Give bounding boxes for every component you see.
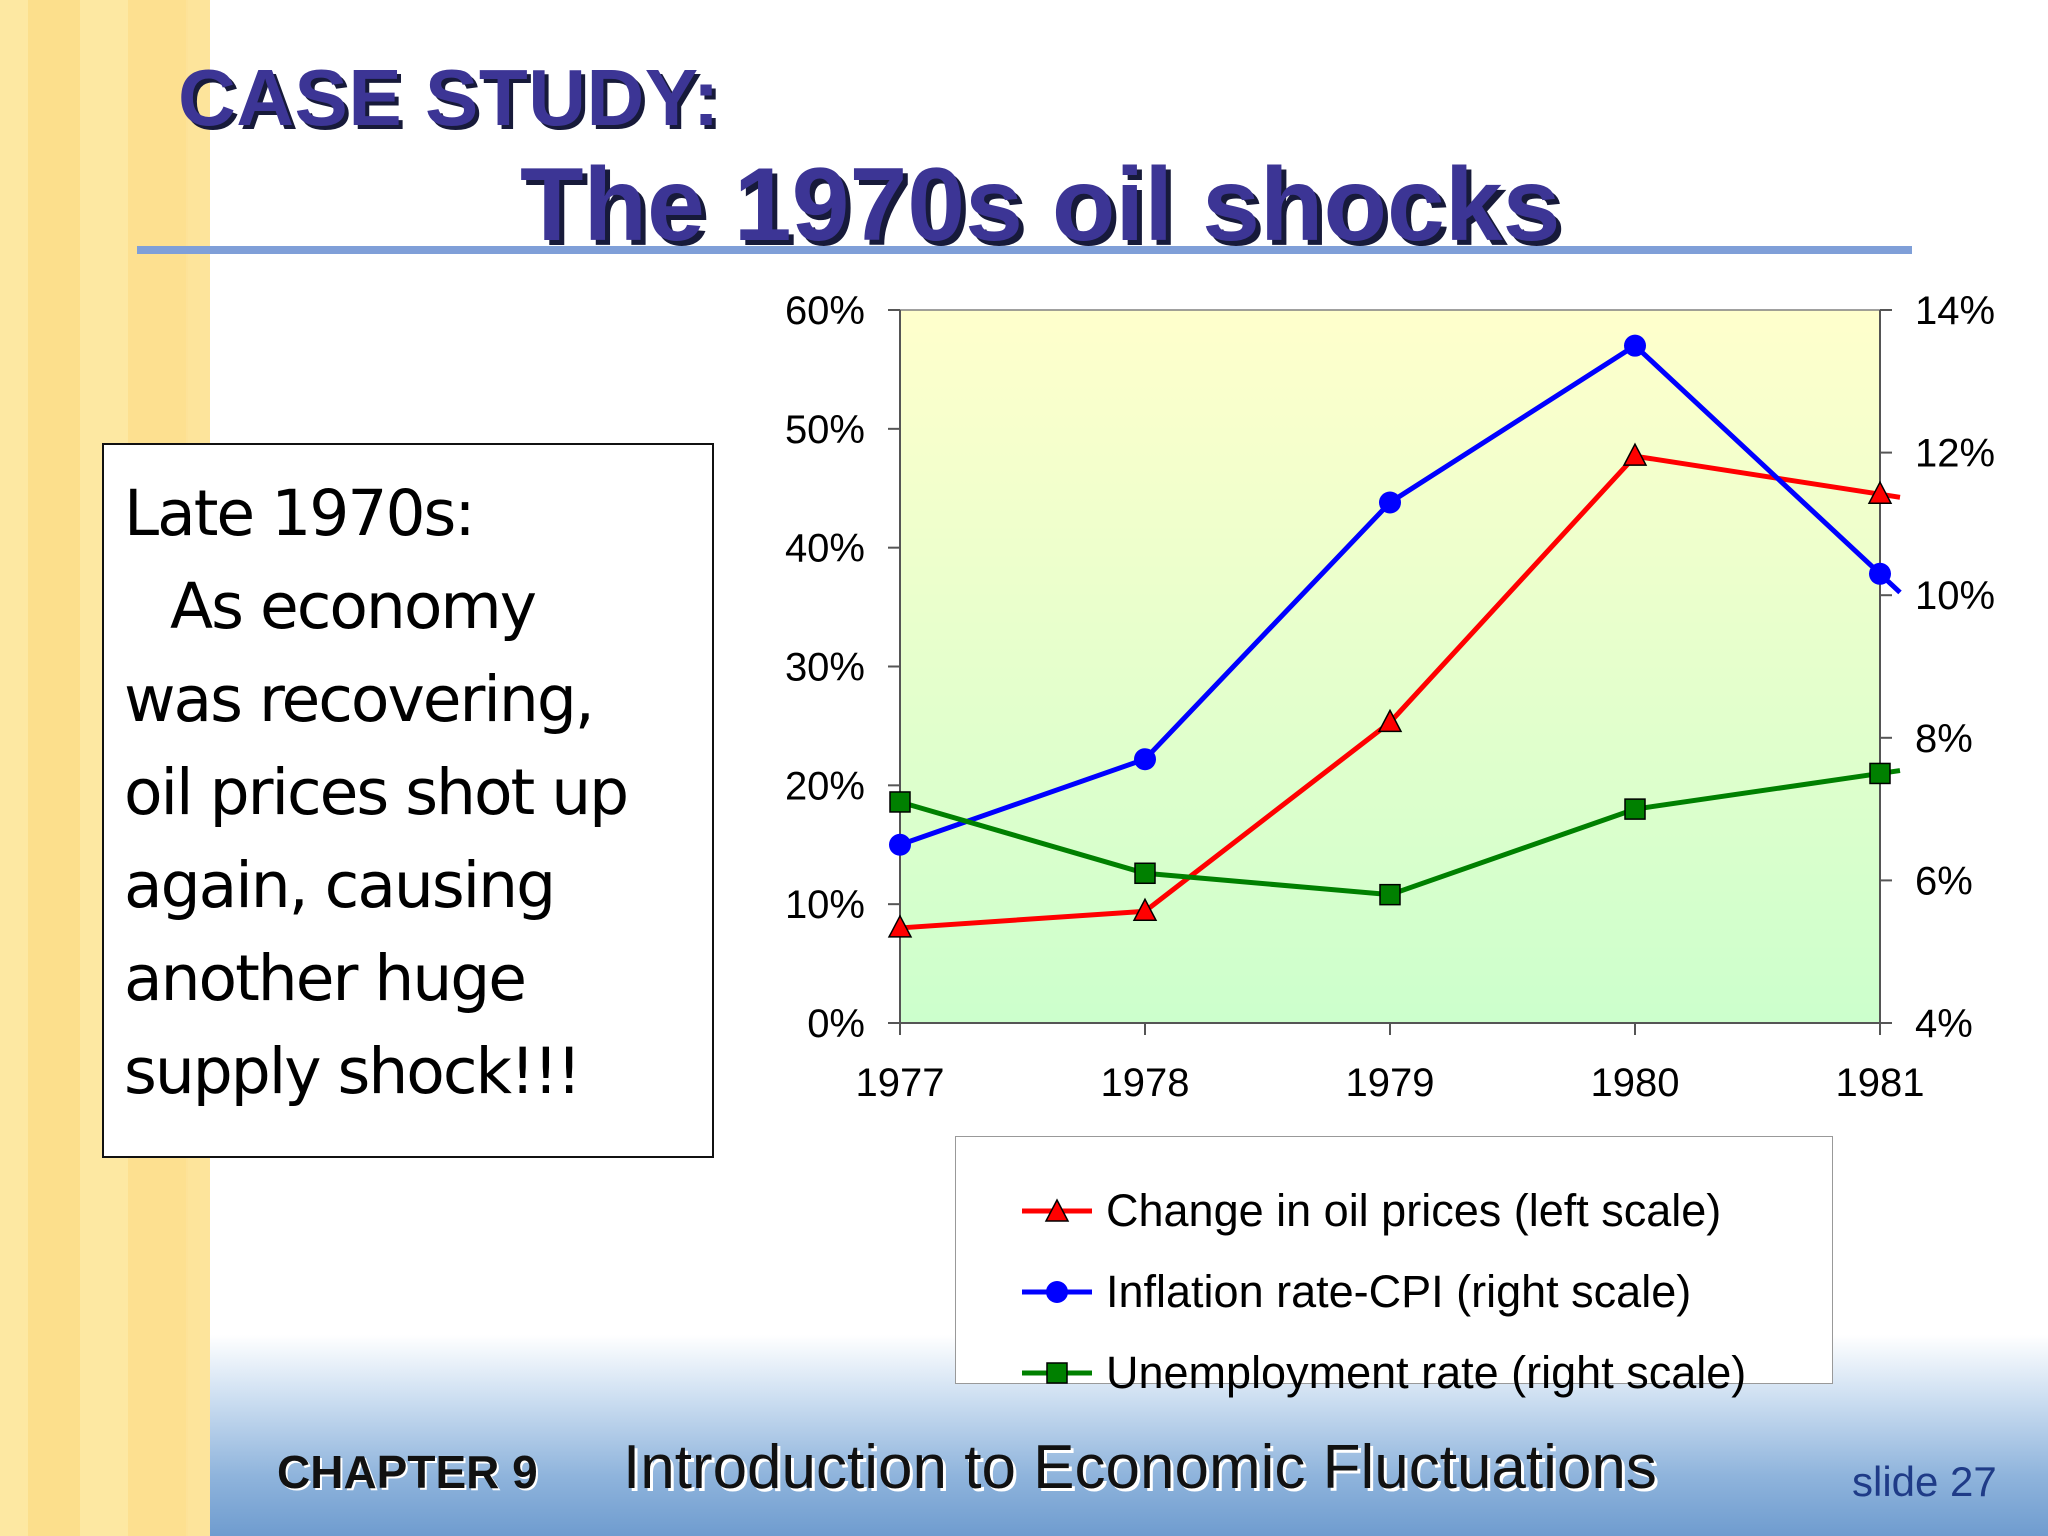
data-point-triangle <box>1867 480 1893 504</box>
chart-legend: Change in oil prices (left scale) Inflat… <box>955 1136 1833 1398</box>
data-point-circle <box>1134 748 1156 771</box>
legend-item-unemployment: Unemployment rate (right scale) <box>1022 1343 1746 1403</box>
text-box-line: As economy <box>170 570 537 643</box>
data-point-triangle <box>1132 897 1158 922</box>
x-tick-label: 1979 <box>1346 1061 1435 1105</box>
legend-label: Change in oil prices (left scale) <box>1106 1185 1722 1236</box>
right-tick-label: 14% <box>1915 289 1995 333</box>
legend-item-oil: Change in oil prices (left scale) <box>1022 1181 1721 1241</box>
data-point-square <box>1379 883 1401 906</box>
data-point-square <box>1869 762 1891 785</box>
left-tick-label: 0% <box>807 1002 865 1046</box>
right-tick-label: 8% <box>1915 717 1973 761</box>
slide-title-line2: The 1970s oil shocks <box>520 147 1561 263</box>
legend-label: Inflation rate-CPI (right scale) <box>1106 1266 1692 1317</box>
slide-title-line1: CASE STUDY: <box>178 53 720 142</box>
right-tick-label: 12% <box>1915 432 1995 476</box>
slide-number: slide 27 <box>1852 1458 1997 1505</box>
square-marker-icon <box>1022 1362 1092 1384</box>
right-tick-label: 6% <box>1915 859 1973 903</box>
left-tick-label: 30% <box>785 646 865 690</box>
data-point-triangle <box>887 914 913 938</box>
left-tick-label: 10% <box>785 883 865 927</box>
text-box-line: supply shock!!! <box>124 1035 582 1108</box>
data-point-triangle <box>1377 708 1403 733</box>
left-tick-label: 60% <box>785 289 865 333</box>
left-tick-label: 40% <box>785 527 865 571</box>
data-point-circle <box>1869 562 1891 585</box>
left-tick-label: 20% <box>785 764 865 808</box>
x-tick-label: 1977 <box>856 1061 945 1105</box>
data-point-circle <box>1624 334 1646 357</box>
text-box-line: another huge <box>124 942 527 1015</box>
series-group <box>887 334 1902 938</box>
text-box-heading: Late 1970s: <box>124 477 476 550</box>
right-tick-label: 4% <box>1915 1002 1973 1046</box>
data-point-square <box>1624 798 1646 820</box>
footer-chapter: CHAPTER 9 <box>277 1446 538 1498</box>
left-tick-label: 50% <box>785 408 865 452</box>
text-box-line: oil prices shot up <box>124 756 629 829</box>
data-point-triangle <box>1622 442 1648 466</box>
title-divider <box>137 246 1912 254</box>
text-box: Late 1970s: As economy was recovering, o… <box>102 443 714 1158</box>
x-tick-label: 1978 <box>1101 1061 1190 1105</box>
data-point-circle <box>1379 491 1401 514</box>
circle-marker-icon <box>1022 1281 1092 1303</box>
right-tick-label: 10% <box>1915 574 1995 618</box>
data-point-square <box>1134 862 1156 885</box>
x-tick-label: 1981 <box>1836 1061 1925 1105</box>
triangle-marker-icon <box>1022 1198 1092 1222</box>
data-point-circle <box>889 833 911 856</box>
legend-label: Unemployment rate (right scale) <box>1106 1347 1747 1398</box>
x-tick-label: 1980 <box>1591 1061 1680 1105</box>
text-box-line: was recovering, <box>124 663 595 736</box>
legend-item-inflation: Inflation rate-CPI (right scale) <box>1022 1262 1691 1322</box>
text-box-line: again, causing <box>124 849 556 922</box>
data-point-square <box>889 791 911 813</box>
footer-title: Introduction to Economic Fluctuations <box>623 1433 1657 1502</box>
